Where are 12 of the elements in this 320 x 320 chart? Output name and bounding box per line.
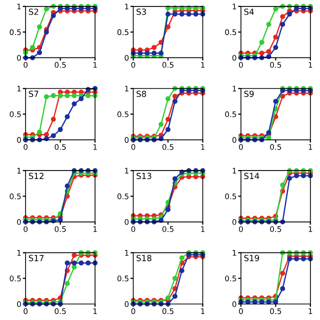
- chart-title: S19: [244, 254, 260, 262]
- chart-title: S18: [136, 254, 152, 262]
- chart-title: S7: [28, 90, 38, 97]
- chart-title: S14: [244, 172, 260, 180]
- chart-title: S9: [244, 90, 254, 97]
- chart-title: S17: [28, 254, 44, 262]
- chart-title: S12: [28, 172, 44, 180]
- chart-title: S4: [244, 8, 254, 15]
- chart-title: S2: [28, 8, 38, 15]
- chart-title: S3: [136, 8, 146, 15]
- chart-title: S8: [136, 90, 146, 97]
- chart-title: S13: [136, 172, 152, 180]
